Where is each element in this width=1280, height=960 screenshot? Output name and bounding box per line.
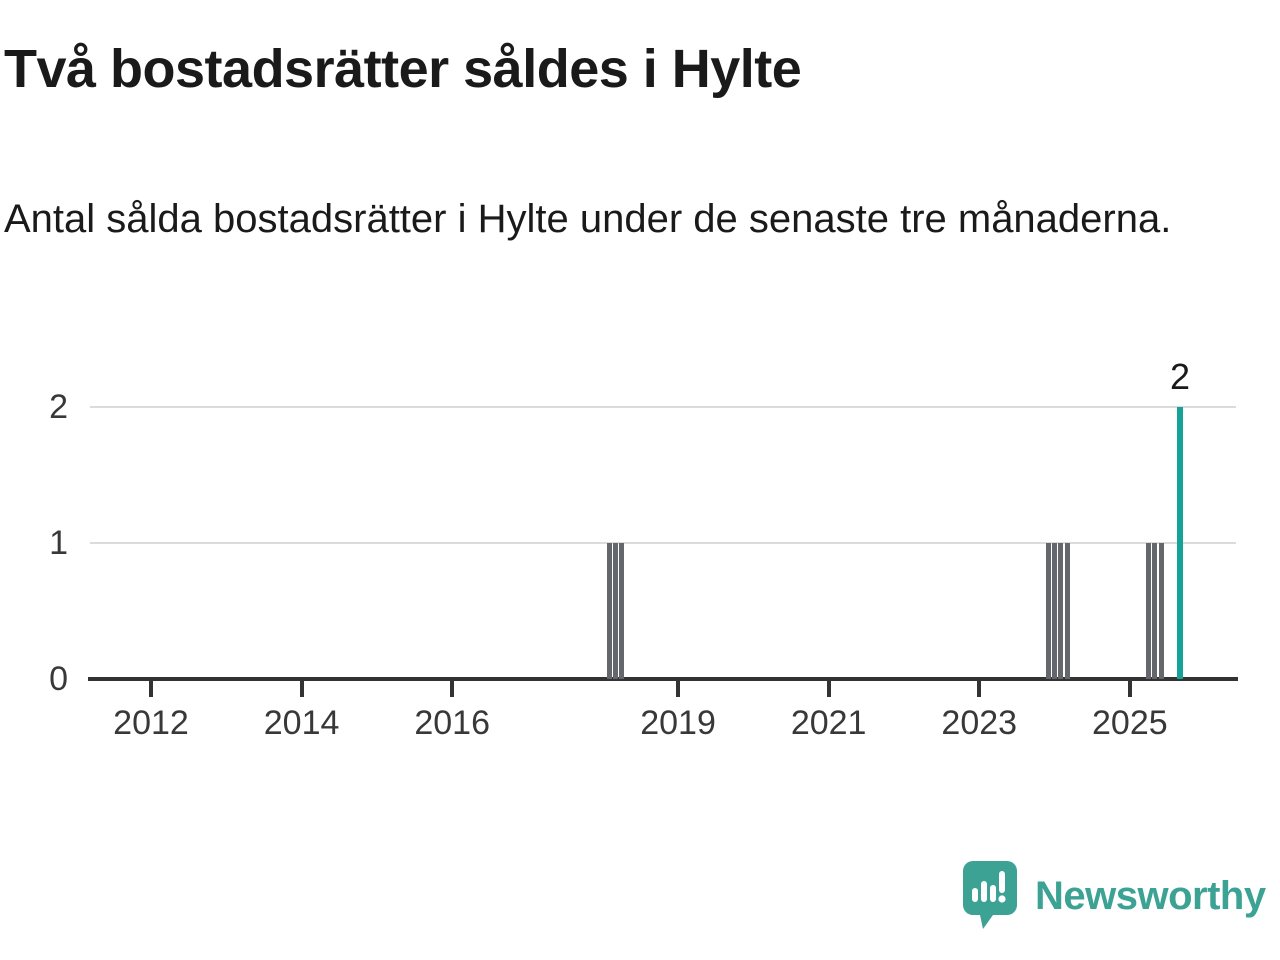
chart-subtitle: Antal sålda bostadsrätter i Hylte under … <box>4 197 1172 241</box>
x-tick-label: 2021 <box>790 704 867 742</box>
bar <box>619 543 625 679</box>
x-tick-mark <box>826 681 831 697</box>
newsworthy-logo-icon <box>963 861 1017 931</box>
gridline-y2 <box>90 406 1236 408</box>
bar-value-label: 2 <box>1170 356 1191 397</box>
y-tick-label: 1 <box>49 524 68 562</box>
x-tick-label: 2012 <box>113 704 189 742</box>
x-tick-label: 2019 <box>640 704 716 742</box>
bar <box>1158 543 1164 679</box>
newsworthy-logo: Newsworthy <box>963 860 1280 932</box>
y-tick-label: 2 <box>49 388 68 426</box>
x-tick-label: 2023 <box>941 704 1018 742</box>
x-tick-label: 2014 <box>263 704 340 742</box>
bar <box>1064 543 1070 679</box>
bar <box>1052 543 1058 679</box>
chart-title: Två bostadsrätter såldes i Hylte <box>4 39 802 99</box>
gridline-y1 <box>90 542 1236 544</box>
x-tick-mark <box>977 681 982 697</box>
x-tick-mark <box>148 681 153 697</box>
bar <box>1152 543 1158 679</box>
bar <box>612 543 618 679</box>
bar <box>1058 543 1064 679</box>
x-tick-mark <box>676 681 681 697</box>
highlight-bar <box>1177 407 1184 679</box>
x-tick-label: 2025 <box>1092 704 1168 742</box>
x-tick-mark <box>1127 681 1132 697</box>
x-tick-mark <box>299 681 304 697</box>
x-axis-line <box>88 677 1238 681</box>
bar <box>1045 543 1051 679</box>
newsworthy-logo-text: Newsworthy <box>1035 873 1266 918</box>
bar <box>1146 543 1152 679</box>
bar <box>606 543 612 679</box>
y-tick-label: 0 <box>49 660 68 698</box>
x-tick-label: 2016 <box>414 704 490 742</box>
x-tick-mark <box>450 681 455 697</box>
